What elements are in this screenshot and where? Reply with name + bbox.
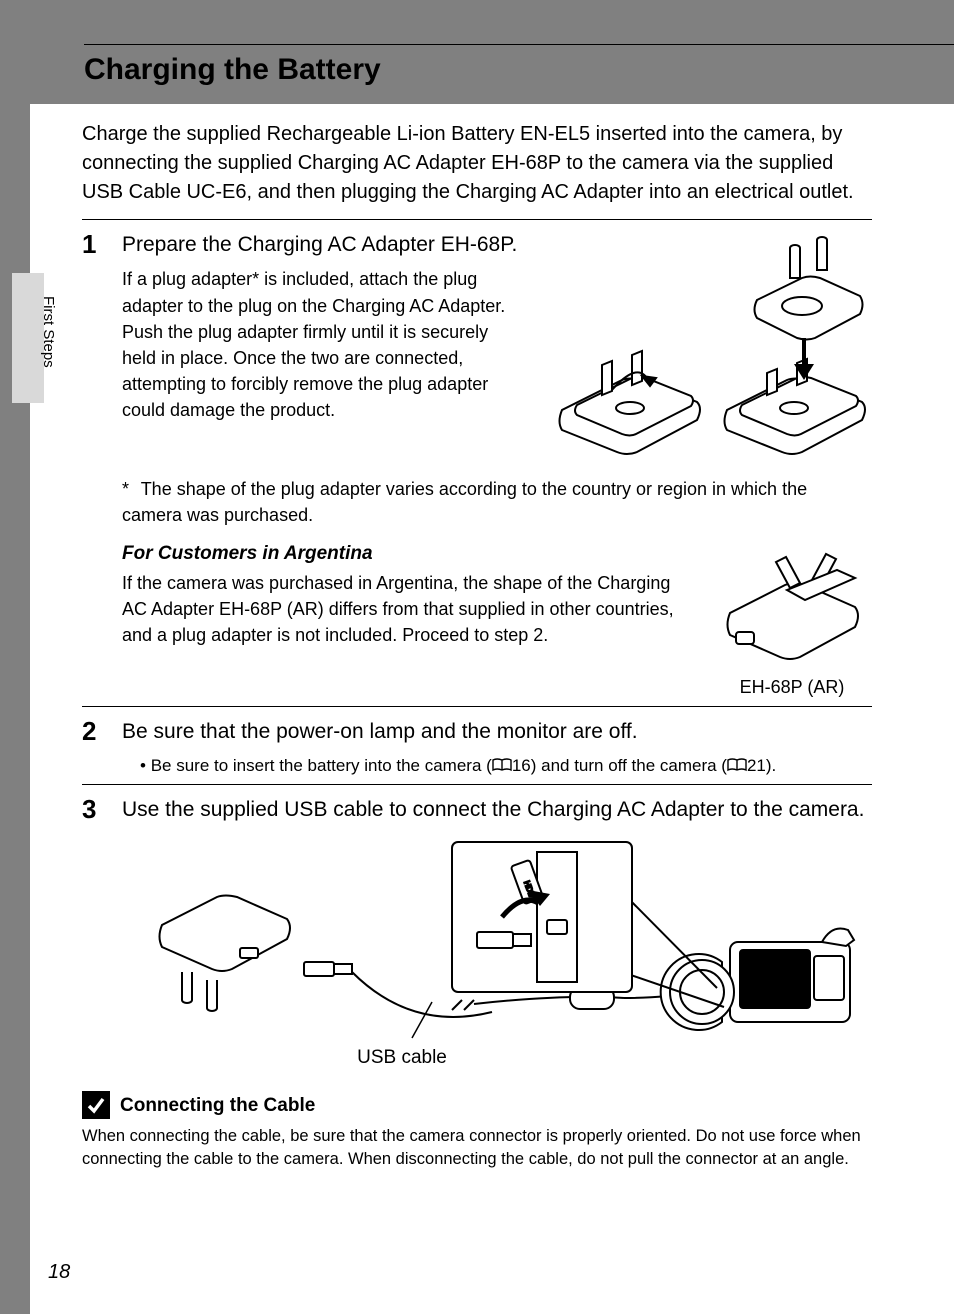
step-number: 2 (82, 717, 104, 778)
step-number: 1 (82, 230, 104, 700)
footnote-mark: * (122, 476, 136, 502)
page-title: Charging the Battery (84, 53, 954, 87)
page-number: 18 (48, 1261, 70, 1284)
argentina-body: If the camera was purchased in Argentina… (122, 570, 692, 648)
b-ref2: 21 (747, 756, 766, 775)
step-1-heading: Prepare the Charging AC Adapter EH-68P. (122, 230, 526, 260)
step-1-footnote: * The shape of the plug adapter varies a… (122, 476, 872, 528)
content-area: Charge the supplied Rechargeable Li-ion … (82, 120, 872, 1170)
step-1: 1 Prepare the Charging AC Adapter EH-68P… (82, 230, 872, 700)
step-3-heading: Use the supplied USB cable to connect th… (122, 795, 882, 825)
caution-icon (82, 1091, 110, 1119)
argentina-caption: EH-68P (AR) (712, 674, 872, 700)
b-pre: Be sure to insert the battery into the c… (151, 756, 492, 775)
title-bar: Charging the Battery (30, 44, 954, 104)
section-tab-label: First Steps (40, 296, 57, 368)
rule (82, 219, 872, 220)
step-2: 2 Be sure that the power-on lamp and the… (82, 717, 872, 778)
argentina-figure: EH-68P (AR) (712, 540, 872, 700)
rule (82, 784, 872, 785)
usb-illustration: HDMI USB cable (122, 832, 882, 1072)
b-ref1: 16 (512, 756, 531, 775)
step-2-heading: Be sure that the power-on lamp and the m… (122, 717, 872, 747)
argentina-note: For Customers in Argentina If the camera… (122, 540, 872, 700)
intro-paragraph: Charge the supplied Rechargeable Li-ion … (82, 120, 872, 207)
note-block: Connecting the Cable When connecting the… (82, 1091, 872, 1170)
book-icon (492, 758, 512, 772)
note-heading: Connecting the Cable (120, 1092, 315, 1120)
adapter-illustration (542, 230, 872, 470)
step-3: 3 Use the supplied USB cable to connect … (82, 795, 872, 1071)
step-1-body: If a plug adapter* is included, attach t… (122, 266, 526, 423)
b-post: ). (766, 756, 776, 775)
book-icon (727, 758, 747, 772)
step-number: 3 (82, 795, 104, 1071)
usb-cable-label: USB cable (0, 1044, 882, 1072)
page-gray-left (0, 0, 30, 1314)
step-2-bullet: • Be sure to insert the battery into the… (140, 754, 872, 779)
page-gray-top (0, 0, 954, 44)
footnote-text: The shape of the plug adapter varies acc… (122, 479, 807, 525)
b-mid: ) and turn off the camera ( (531, 756, 727, 775)
argentina-heading: For Customers in Argentina (122, 540, 692, 568)
rule (82, 706, 872, 707)
note-body: When connecting the cable, be sure that … (82, 1125, 872, 1170)
